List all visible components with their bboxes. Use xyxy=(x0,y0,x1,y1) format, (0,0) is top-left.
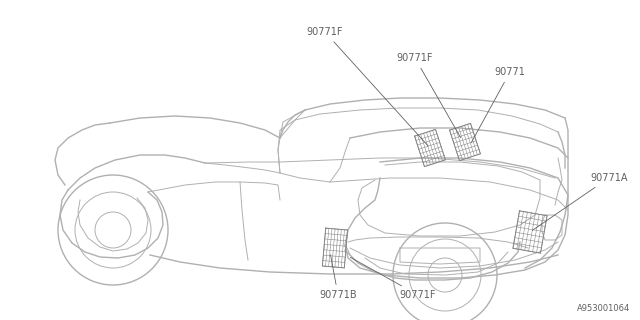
Text: A953001064: A953001064 xyxy=(577,304,630,313)
Text: 90771: 90771 xyxy=(471,67,525,143)
Text: 90771F: 90771F xyxy=(397,53,461,138)
Text: 90771F: 90771F xyxy=(307,27,428,146)
Text: 90771B: 90771B xyxy=(319,255,357,300)
Text: 90771F: 90771F xyxy=(351,257,436,300)
Text: 90771A: 90771A xyxy=(532,173,627,230)
